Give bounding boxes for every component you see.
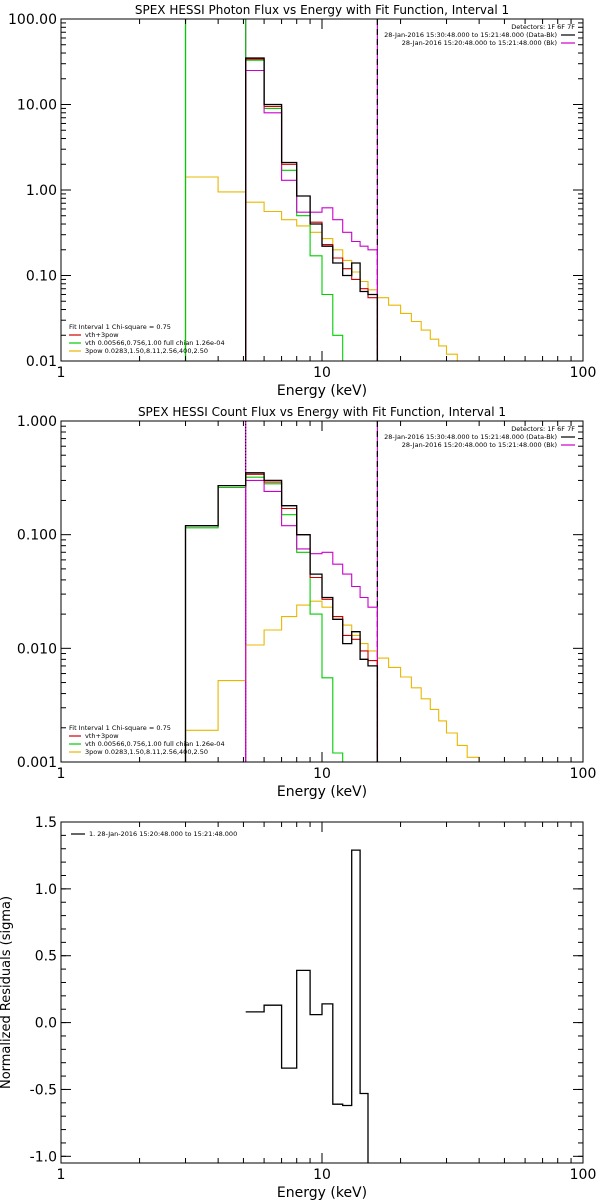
panel-1: 1 10 100 0.01 0.10 1.00 10.00 100.00 SPEX HESSI … xyxy=(8,3,596,399)
x-tick-label: 10 xyxy=(313,766,331,782)
legend-fit-entry: vth+3pow xyxy=(85,732,119,740)
series-green-histogram xyxy=(184,19,344,361)
x-axis-label: Energy (keV) xyxy=(277,784,367,800)
x-tick-label: 1 xyxy=(57,365,66,381)
series-yellow-histogram xyxy=(184,600,480,762)
x-tick-label: 100 xyxy=(570,1167,597,1183)
y-axis-label: Normalized Residuals (sigma) xyxy=(0,896,14,1089)
legend-detectors: Detectors: 1F 6F 7F xyxy=(511,425,575,433)
y-tick-label: 1.5 xyxy=(35,815,57,831)
legend-top-entry: 28-Jan-2016 15:30:48.000 to 15:21:48.000… xyxy=(384,433,557,441)
legend-residual-entry: 1. 28-Jan-2016 15:20:48.000 to 15:21:48.… xyxy=(89,830,237,838)
series-yellow-histogram xyxy=(184,176,468,361)
plot-data-area xyxy=(184,421,480,762)
y-tick-label: 0.001 xyxy=(17,755,57,771)
series-black-histogram xyxy=(184,472,379,762)
plot-data-area xyxy=(184,19,468,361)
x-axis-label: Energy (keV) xyxy=(277,1185,367,1200)
y-tick-label: 1.0 xyxy=(35,882,57,898)
x-axis-label: Energy (keV) xyxy=(277,383,367,399)
y-tick-label: 0.0 xyxy=(35,1016,57,1032)
legend-fit-header: Fit Interval 1 Chi-square = 0.75 xyxy=(69,323,171,331)
y-tick-label: 1.00 xyxy=(26,183,57,199)
chart-title: SPEX HESSI Photon Flux vs Energy with Fi… xyxy=(135,3,509,17)
series-black-histogram xyxy=(245,57,379,361)
y-tick-label: 0.01 xyxy=(26,354,57,370)
series-green-histogram xyxy=(184,476,344,762)
legend-fit-entry: vth 0.00566,0.756,1.00 full chian 1.26e-… xyxy=(85,740,225,748)
x-tick-label: 100 xyxy=(570,766,597,782)
legend-fit-entry: vth+3pow xyxy=(85,331,119,339)
x-tick-label: 1 xyxy=(57,766,66,782)
legend-fit-header: Fit Interval 1 Chi-square = 0.75 xyxy=(69,724,171,732)
y-tick-label: 100.00 xyxy=(8,12,57,28)
legend-top-entry: 28-Jan-2016 15:20:48.000 to 15:21:48.000… xyxy=(402,441,557,449)
legend-top-entry: 28-Jan-2016 15:20:48.000 to 15:21:48.000… xyxy=(402,39,557,47)
panel-3: 1 10 100 -1.0 -0.5 0.0 0.5 1.0 1.5 Energy (keV) No… xyxy=(0,815,596,1200)
y-tick-label: -1.0 xyxy=(30,1149,57,1165)
y-tick-label: 0.5 xyxy=(35,949,57,965)
chart-title: SPEX HESSI Count Flux vs Energy with Fit… xyxy=(138,405,506,419)
legend-fit-entry: 3pow 0.0283,1.50,8.11,2.56,400,2.50 xyxy=(85,347,208,355)
y-tick-label: -0.5 xyxy=(30,1082,57,1098)
x-tick-label: 10 xyxy=(313,365,331,381)
legend-top-entry: 28-Jan-2016 15:30:48.000 to 15:21:48.000… xyxy=(384,31,557,39)
y-tick-label: 1.000 xyxy=(17,414,57,430)
panel-2: 1 10 100 0.001 0.010 0.100 1.000 SPEX HESSI Cou… xyxy=(17,405,596,800)
series-black-histogram xyxy=(245,849,369,1163)
legend-fit-entry: 3pow 0.0283,1.50,8.11,2.56,400,2.50 xyxy=(85,748,208,756)
y-tick-label: 10.00 xyxy=(17,98,57,114)
x-tick-label: 1 xyxy=(57,1167,66,1183)
legend-detectors: Detectors: 1F 6F 7F xyxy=(511,23,575,31)
x-tick-label: 100 xyxy=(570,365,597,381)
series-magenta-histogram xyxy=(245,479,378,762)
x-tick-label: 10 xyxy=(313,1167,331,1183)
series-red-histogram xyxy=(245,58,378,361)
axes-frame xyxy=(60,18,584,362)
series-magenta-histogram xyxy=(245,69,378,361)
plot-data-area xyxy=(245,849,369,1163)
axes-frame xyxy=(60,821,584,1164)
y-tick-label: 0.010 xyxy=(17,641,57,657)
y-tick-label: 0.10 xyxy=(26,269,57,285)
legend-fit-entry: vth 0.00566,0.756,1.00 full chian 1.26e-… xyxy=(85,339,225,347)
y-tick-label: 0.100 xyxy=(17,528,57,544)
